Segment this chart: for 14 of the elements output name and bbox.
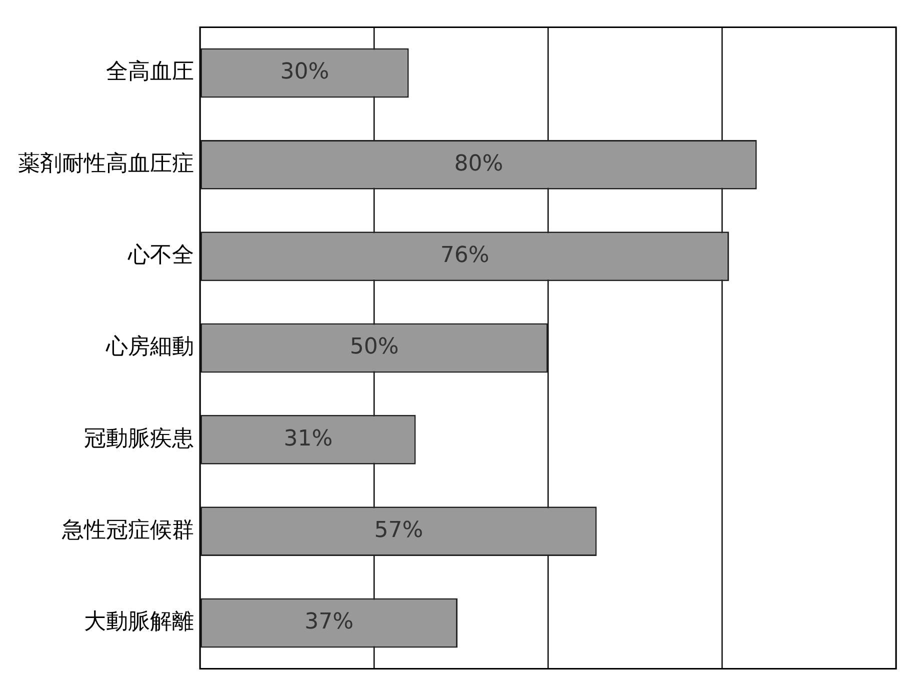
data-label: 80% [454, 151, 504, 176]
y-tick-label: 冠動脈疾患 [84, 426, 194, 452]
data-label: 76% [440, 243, 490, 268]
y-tick-label: 全高血圧 [106, 60, 194, 85]
y-tick-label: 急性冠症候群 [61, 518, 194, 544]
y-tick-label: 大動脈解離 [84, 610, 194, 635]
data-label: 30% [280, 60, 330, 85]
data-label: 57% [374, 518, 424, 544]
y-tick-label: 薬剤耐性高血圧症 [18, 151, 194, 176]
data-label: 37% [304, 610, 354, 635]
data-label: 31% [284, 426, 333, 452]
y-tick-label: 心不全 [127, 243, 194, 268]
y-tick-label: 心房細動 [105, 334, 194, 360]
data-label: 50% [350, 334, 399, 360]
